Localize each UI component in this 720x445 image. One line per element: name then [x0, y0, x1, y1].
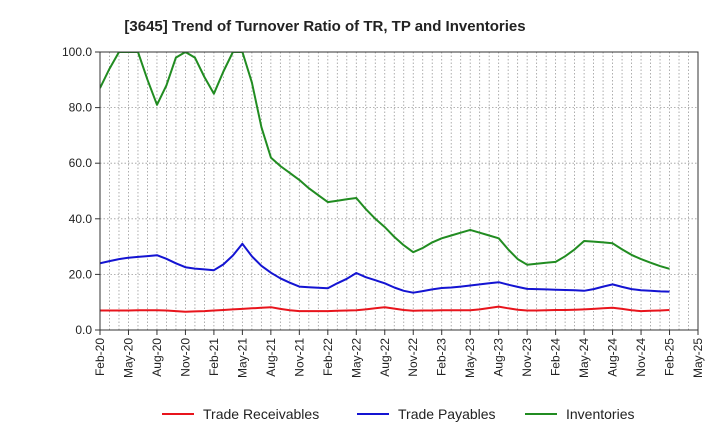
- series-line-trade-receivables: [100, 305, 670, 313]
- x-tick-label: May-21: [235, 338, 249, 378]
- x-tick-label: Feb-23: [435, 338, 449, 376]
- x-tick-label: Nov-22: [406, 338, 420, 377]
- axes: 0.0 20.0 40.0 60.0 80.0 100.0 Feb-20 May-20 Aug-…: [62, 45, 705, 378]
- x-tick-label: May-22: [349, 338, 363, 378]
- x-tick-label: May-25: [691, 338, 705, 378]
- x-tick-label: Aug-23: [492, 338, 506, 377]
- series-lines: [100, 52, 670, 313]
- x-tick-label: Aug-20: [150, 338, 164, 377]
- y-tick-label: 0.0: [75, 323, 92, 337]
- x-tick-label: May-23: [463, 338, 477, 378]
- legend: Trade Receivables Trade Payables Inventori…: [162, 406, 634, 422]
- x-tick-label: Feb-20: [93, 338, 107, 376]
- series-line-inventories: [100, 52, 670, 270]
- legend-label: Trade Receivables: [203, 406, 319, 422]
- x-tick-label: Feb-24: [549, 338, 563, 376]
- x-tick-label: Aug-22: [378, 338, 392, 377]
- x-tick-label: May-20: [121, 338, 135, 378]
- x-tick-label: Feb-25: [663, 338, 677, 376]
- x-tick-label: Nov-20: [178, 338, 192, 377]
- x-tick-label: Feb-22: [321, 338, 335, 376]
- x-tick-label: Nov-23: [520, 338, 534, 377]
- x-tick-label: Feb-21: [207, 338, 221, 376]
- y-tick-label: 40.0: [69, 212, 93, 226]
- y-tick-label: 100.0: [62, 45, 92, 59]
- series-line-trade-payables: [100, 242, 670, 294]
- y-tick-label: 60.0: [69, 156, 93, 170]
- legend-label: Inventories: [566, 406, 634, 422]
- series-group: [100, 52, 670, 313]
- x-tick-label: Nov-24: [634, 338, 648, 377]
- grid-lines: [100, 52, 698, 330]
- y-tick-label: 20.0: [69, 267, 93, 281]
- x-tick-label: May-24: [577, 338, 591, 378]
- x-tick-label: Nov-21: [292, 338, 306, 377]
- x-tick-label: Aug-21: [264, 338, 278, 377]
- legend-label: Trade Payables: [398, 406, 496, 422]
- chart-title: [3645] Trend of Turnover Ratio of TR, TP…: [124, 18, 525, 35]
- y-tick-label: 80.0: [69, 101, 93, 115]
- x-tick-label: Aug-24: [606, 338, 620, 377]
- plot-frame: [99, 51, 699, 331]
